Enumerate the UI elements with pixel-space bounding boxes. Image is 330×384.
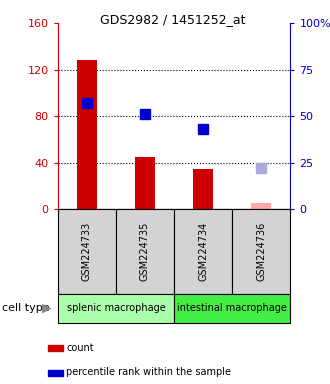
Text: intestinal macrophage: intestinal macrophage [177,303,287,313]
Bar [251,204,272,209]
Text: GSM224734: GSM224734 [198,222,208,281]
Bar [77,60,97,209]
Bar [193,169,213,209]
Text: GSM224736: GSM224736 [256,222,266,281]
Text: GDS2982 / 1451252_at: GDS2982 / 1451252_at [101,13,246,26]
Text: GSM224735: GSM224735 [140,222,150,281]
Bar [232,209,290,294]
Bar [48,345,63,351]
Text: percentile rank within the sample: percentile rank within the sample [66,367,231,377]
Bar [135,157,155,209]
Bar [48,370,63,376]
Bar [58,209,116,294]
Text: GSM224733: GSM224733 [82,222,92,281]
Bar [116,209,174,294]
Text: cell type: cell type [2,303,49,313]
Bar [174,294,290,323]
Bar [174,209,232,294]
Bar [58,294,174,323]
Text: splenic macrophage: splenic macrophage [67,303,165,313]
Text: ▶: ▶ [42,302,52,314]
Text: count: count [66,343,94,353]
